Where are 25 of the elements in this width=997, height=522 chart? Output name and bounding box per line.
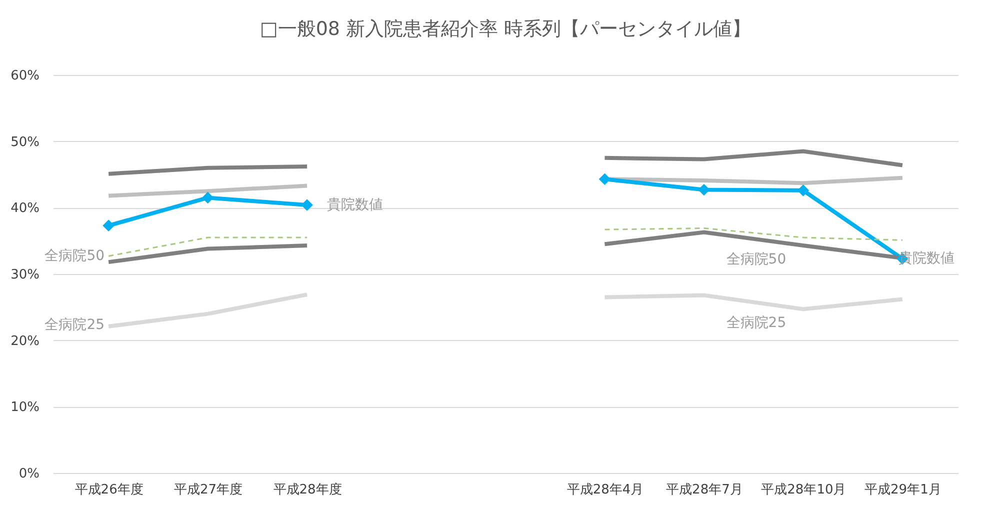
- x-tick-label: 平成28年10月: [761, 482, 846, 498]
- point: [102, 220, 114, 232]
- x-tick-label: 平成26年度: [74, 482, 144, 498]
- y-tick-label: 40%: [10, 201, 40, 216]
- annotation: 全病院25: [44, 317, 105, 334]
- point: [698, 184, 710, 196]
- x-tick-label: 平成28年度: [273, 482, 342, 498]
- point: [598, 173, 611, 186]
- y-tick-label: 10%: [10, 400, 40, 416]
- y-tick-label: 20%: [10, 334, 40, 349]
- x-tick-label: 平成28年4月: [566, 482, 644, 498]
- point: [202, 192, 214, 204]
- y-tick-label: 60%: [10, 68, 40, 84]
- y-tick-label: 30%: [10, 268, 40, 282]
- chart-title: □一般08 新入院患者紹介率 時系列【パーセンタイル値】: [260, 18, 752, 40]
- point: [301, 199, 313, 211]
- annotation: 貴院数値: [327, 197, 384, 214]
- y-tick-label: 0%: [18, 466, 40, 482]
- annotation: 全病院50: [726, 251, 786, 268]
- annotation: 全病院25: [726, 315, 786, 332]
- annotation: 全病院50: [44, 248, 105, 264]
- x-tick-label: 平成29年1月: [864, 482, 942, 498]
- y-tick-label: 50%: [10, 134, 40, 150]
- x-tick-label: 平成27年度: [174, 482, 243, 498]
- x-tick-label: 平成28年7月: [666, 482, 743, 498]
